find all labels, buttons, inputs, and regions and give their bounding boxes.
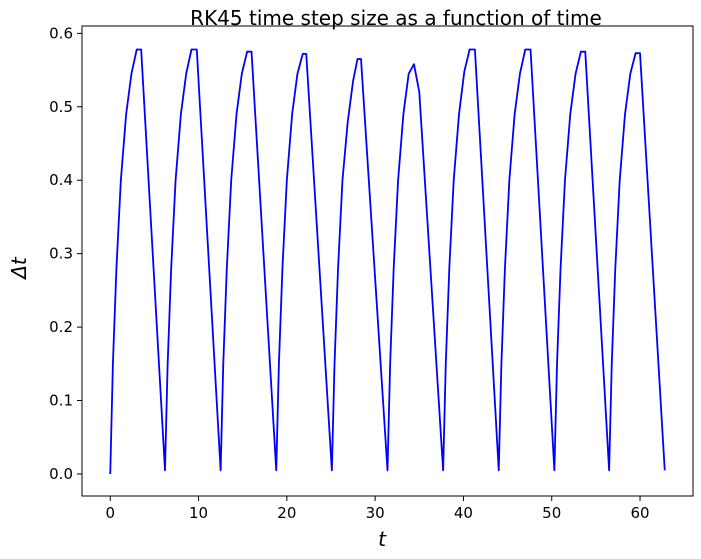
y-tick-label: 0.5: [49, 98, 73, 116]
series-line-0: [109, 48, 666, 474]
x-tick-label: 0: [105, 504, 115, 522]
y-tick-label: 0.0: [49, 465, 73, 483]
y-axis-title: Δt: [7, 256, 31, 281]
series-group: [109, 48, 666, 474]
y-tick-label: 0.4: [49, 171, 73, 189]
x-tick-label: 40: [454, 504, 473, 522]
y-tick-label: 0.1: [49, 392, 73, 410]
plot-frame: [81, 25, 694, 497]
y-axis-ticks: 0.0 0.1 0.2 0.3 0.4 0.5 0.6: [49, 24, 82, 483]
y-tick-label: 0.6: [49, 24, 73, 42]
x-tick-label: 20: [277, 504, 296, 522]
x-tick-label: 10: [189, 504, 208, 522]
x-tick-label: 30: [366, 504, 385, 522]
x-tick-label: 50: [542, 504, 561, 522]
y-tick-label: 0.2: [49, 318, 73, 336]
x-axis-title: t: [378, 527, 387, 551]
y-tick-label: 0.3: [49, 245, 73, 263]
x-tick-label: 60: [630, 504, 649, 522]
y-axis-title-var: t: [7, 256, 31, 265]
x-axis-ticks: 0 10 20 30 40 50 60: [105, 496, 650, 522]
